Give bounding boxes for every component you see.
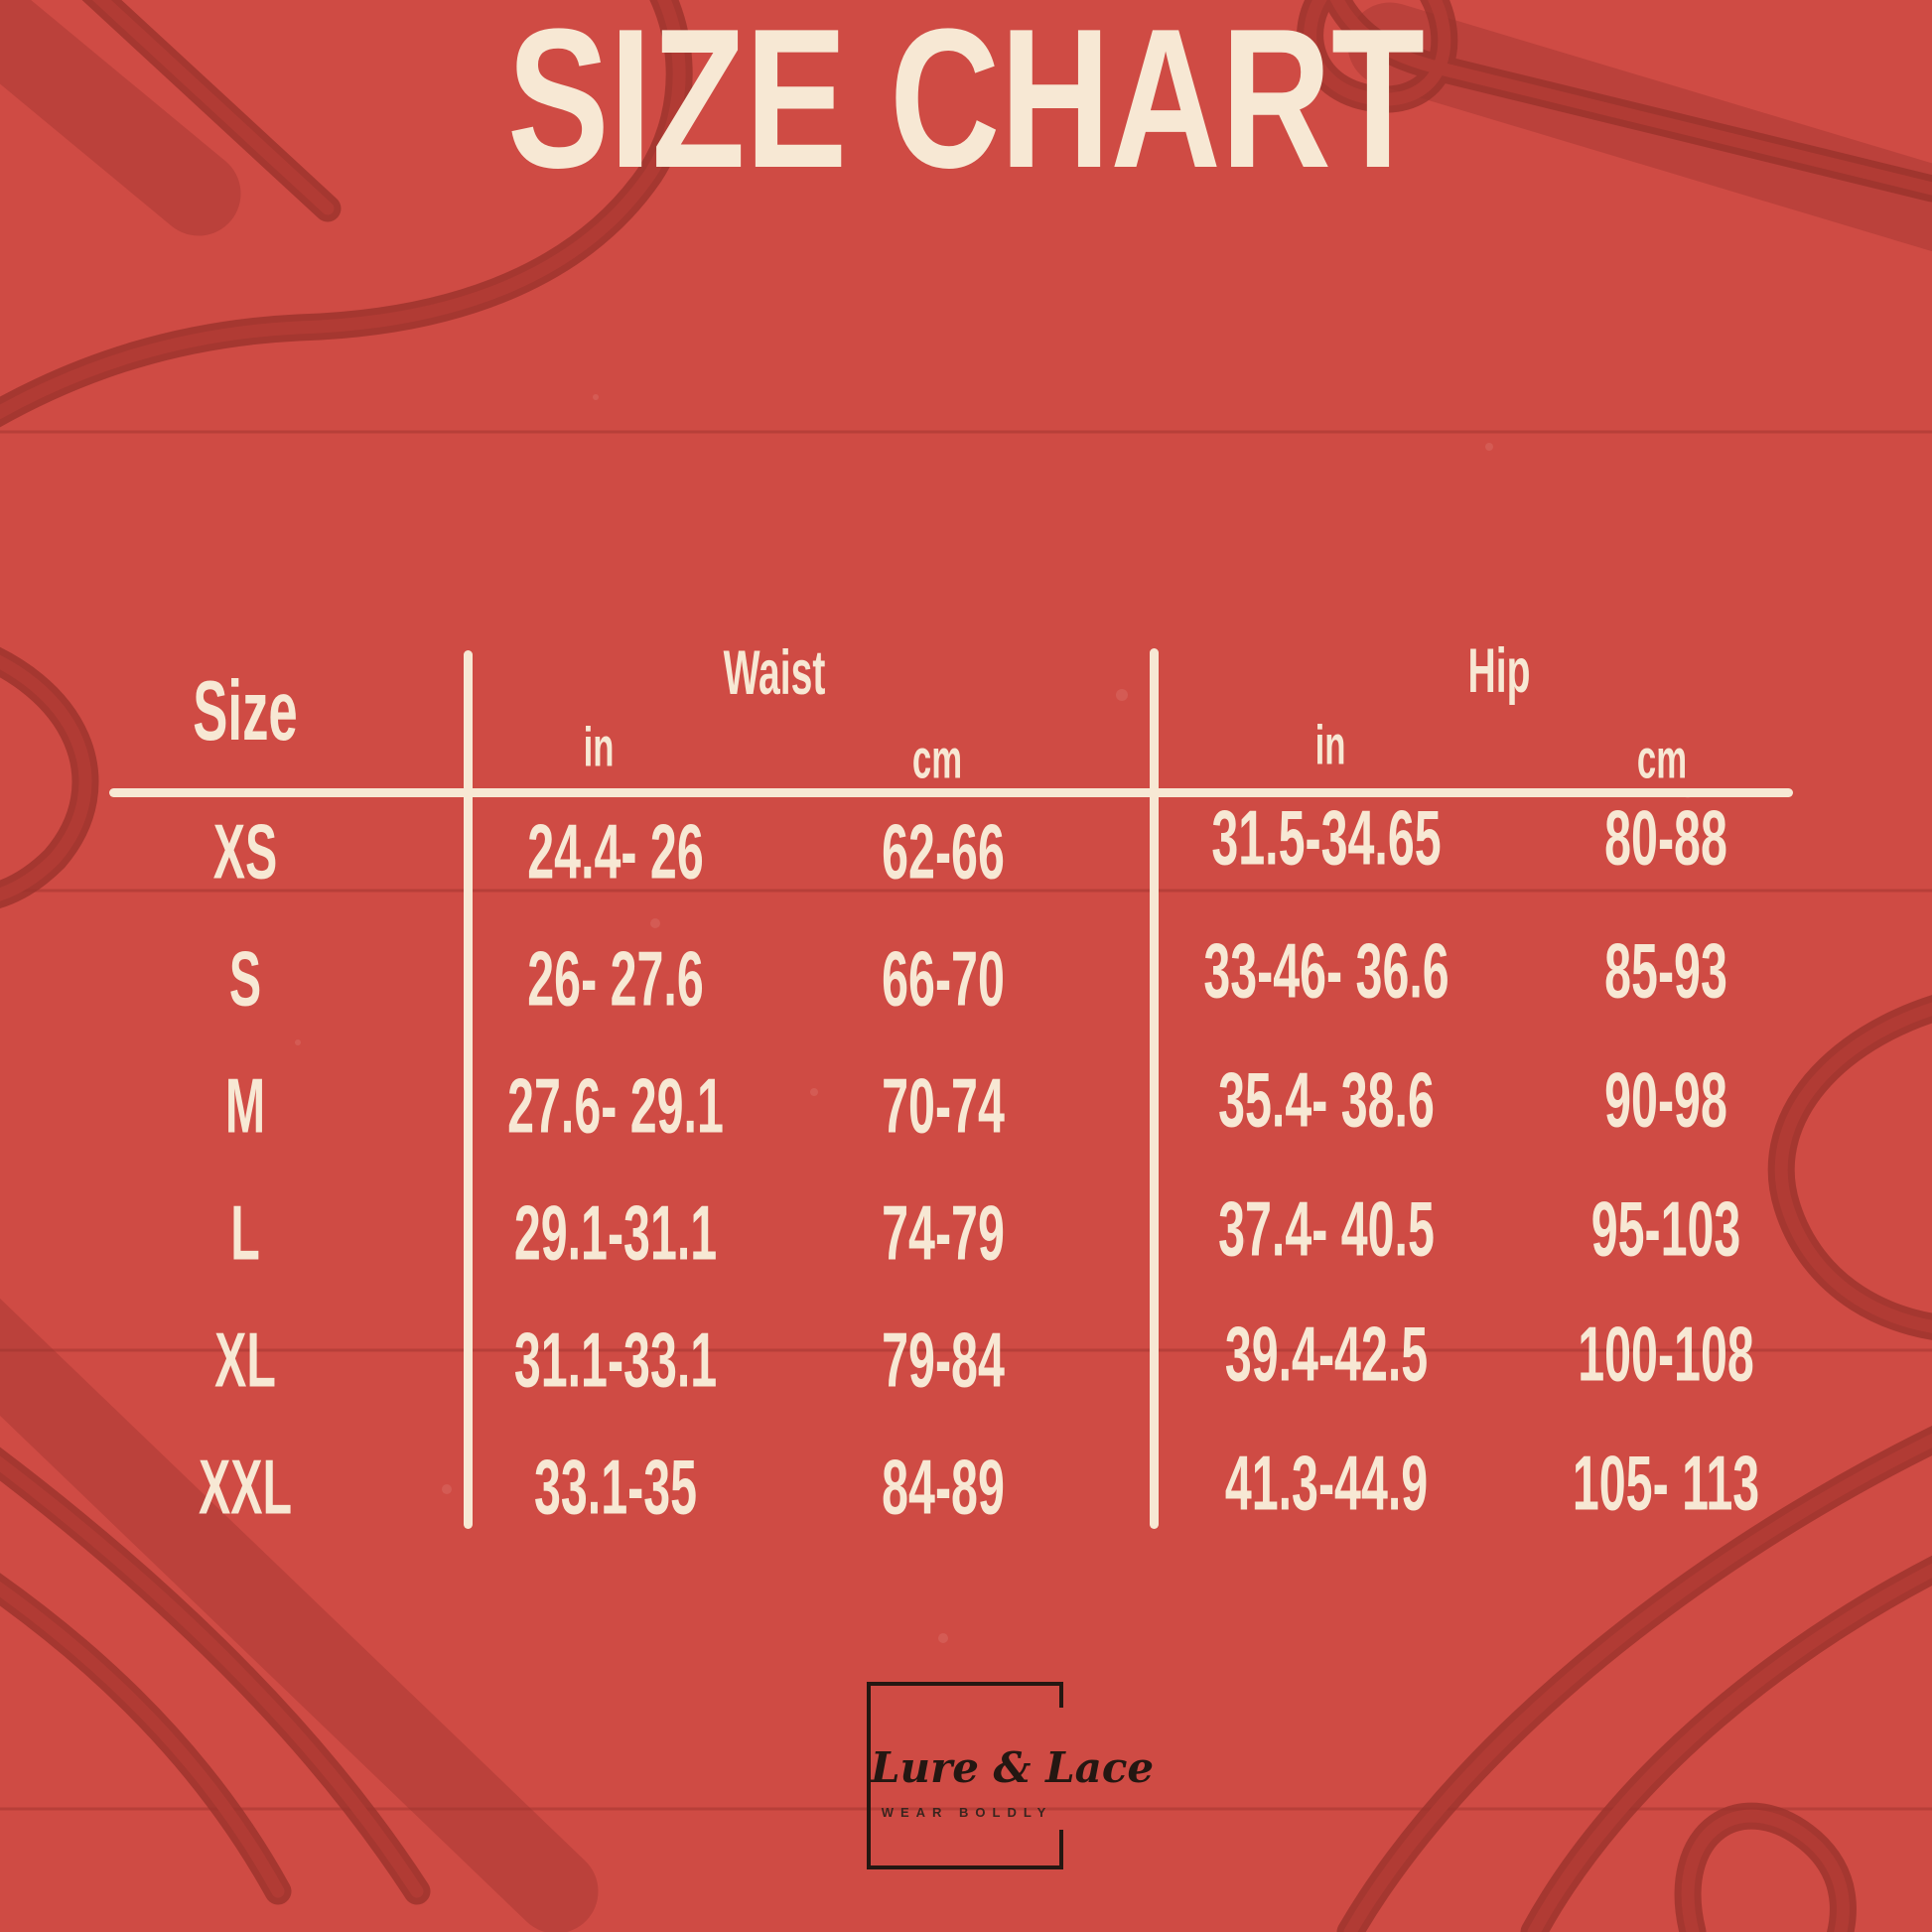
hip-in-cell: 31.5-34.65 <box>1211 793 1442 882</box>
waist-in-cell: 26- 27.6 <box>527 934 704 1023</box>
hip-cm-cell: 85-93 <box>1604 926 1727 1015</box>
page-title: SIZE CHART <box>507 0 1425 209</box>
column-header-hip-in: in <box>1314 713 1346 776</box>
logo-frame-right-bottom-stub <box>1059 1830 1063 1865</box>
column-header-waist-cm: cm <box>911 727 963 790</box>
table-divider-hip <box>1150 648 1159 1529</box>
waist-cm-cell: 66-70 <box>882 934 1005 1023</box>
hip-cm-cell: 80-88 <box>1604 793 1727 882</box>
size-label: XL <box>214 1315 276 1404</box>
hip-in-cell: 33-46- 36.6 <box>1203 926 1449 1015</box>
waist-cm-cell: 84-89 <box>882 1443 1005 1531</box>
size-label: M <box>224 1061 266 1150</box>
brand-name: Lure & Lace <box>871 1743 1155 1792</box>
waist-cm-cell: 70-74 <box>882 1061 1005 1150</box>
waist-in-cell: 33.1-35 <box>533 1443 698 1531</box>
column-header-hip: Hip <box>1467 636 1531 706</box>
hip-in-cell: 37.4- 40.5 <box>1218 1184 1435 1273</box>
waist-cm-cell: 74-79 <box>882 1188 1005 1277</box>
waist-in-cell: 24.4- 26 <box>527 807 704 896</box>
size-label: XXL <box>198 1443 293 1531</box>
size-label: S <box>228 934 262 1023</box>
size-label: L <box>230 1188 260 1277</box>
brand-tagline: WEAR BOLDLY <box>881 1805 1053 1820</box>
size-label: XS <box>212 807 278 896</box>
column-header-size: Size <box>193 664 298 759</box>
hip-in-cell: 35.4- 38.6 <box>1218 1055 1435 1144</box>
waist-in-cell: 31.1-33.1 <box>513 1315 718 1404</box>
waist-cm-cell: 62-66 <box>882 807 1005 896</box>
table-divider-waist <box>464 650 473 1529</box>
waist-in-cell: 27.6- 29.1 <box>507 1061 724 1150</box>
hip-cm-cell: 90-98 <box>1604 1055 1727 1144</box>
brand-logo-frame: Lure & Lace WEAR BOLDLY <box>867 1682 1155 1869</box>
hip-cm-cell: 100-108 <box>1578 1310 1754 1398</box>
column-header-hip-cm: cm <box>1636 727 1688 790</box>
column-header-waist-in: in <box>583 715 615 778</box>
hip-cm-cell: 105- 113 <box>1572 1439 1760 1527</box>
waist-in-cell: 29.1-31.1 <box>513 1188 718 1277</box>
table-header-rule <box>109 788 1793 797</box>
hip-in-cell: 39.4-42.5 <box>1224 1310 1429 1398</box>
logo-frame-right-top-stub <box>1059 1686 1063 1708</box>
hip-cm-cell: 95-103 <box>1590 1184 1741 1273</box>
waist-cm-cell: 79-84 <box>882 1315 1005 1404</box>
column-header-waist: Waist <box>723 638 826 708</box>
hip-in-cell: 41.3-44.9 <box>1224 1439 1429 1527</box>
